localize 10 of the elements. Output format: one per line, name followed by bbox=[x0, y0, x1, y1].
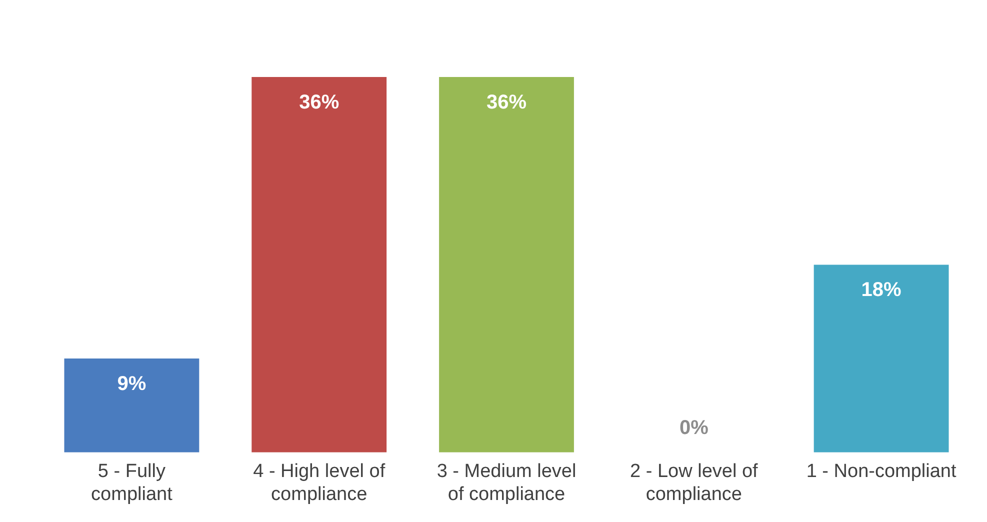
data-label: 9% bbox=[117, 373, 146, 396]
x-tick-label: 2 - Low level of compliance bbox=[630, 461, 759, 505]
x-tick-label: 1 - Non-compliant bbox=[806, 461, 957, 482]
data-label: 36% bbox=[486, 92, 527, 114]
x-tick-label: 3 - Medium level of compliance bbox=[436, 461, 576, 505]
data-label: 18% bbox=[861, 279, 902, 302]
data-label: 0% bbox=[679, 416, 709, 439]
x-tick-label: 5 - Fully compliant bbox=[91, 461, 174, 505]
x-tick-label: 4 - High level of compliance bbox=[253, 461, 386, 505]
data-label: 36% bbox=[299, 92, 340, 114]
